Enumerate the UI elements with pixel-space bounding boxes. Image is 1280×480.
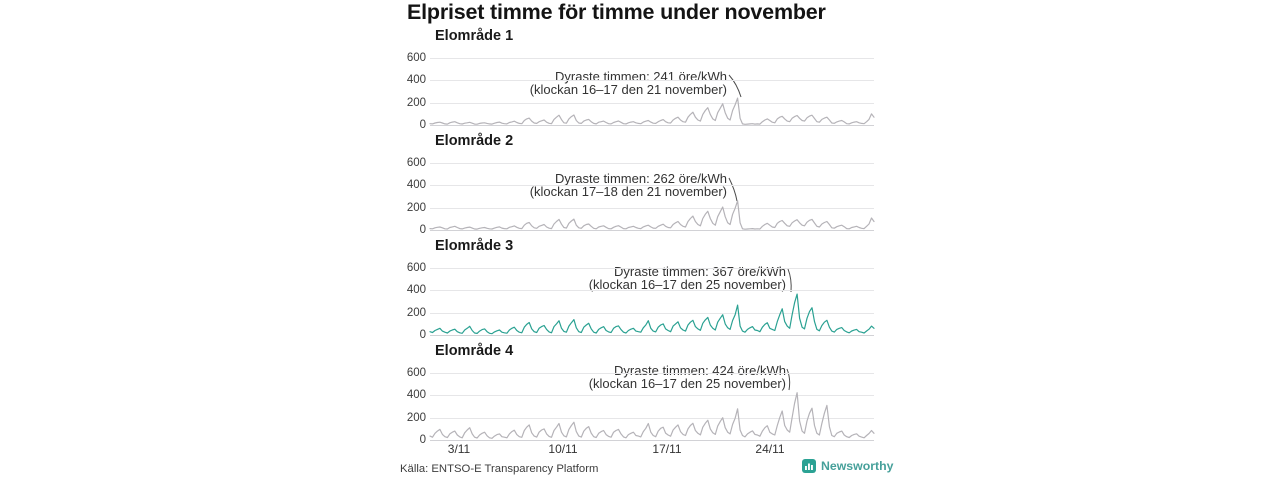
price-line	[429, 293, 875, 335]
y-axis-label: 600	[406, 367, 426, 379]
y-axis-label: 0	[419, 329, 426, 341]
y-axis-label: 200	[406, 202, 426, 214]
y-axis-label: 600	[406, 157, 426, 169]
baseline-gridline	[430, 230, 874, 231]
annotation-line-2: (klockan 17–18 den 21 november)	[529, 183, 727, 199]
newsworthy-brand: Newsworthy	[802, 459, 893, 473]
baseline-gridline	[430, 125, 874, 126]
gridline	[430, 80, 874, 81]
y-axis-label: 200	[406, 412, 426, 424]
y-axis-label: 200	[406, 307, 426, 319]
gridline	[430, 290, 874, 291]
gridline	[430, 58, 874, 59]
price-line	[429, 392, 875, 439]
annotation-line-2: (klockan 16–17 den 25 november)	[588, 375, 786, 391]
newsworthy-logo-icon	[802, 459, 816, 473]
annotation-line-1: Dyraste timmen: 262 öre/kWh	[555, 171, 727, 186]
gridline	[430, 373, 874, 374]
y-axis-label: 0	[419, 224, 426, 236]
source-credit: Källa: ENTSO-E Transparency Platform	[400, 463, 599, 475]
annotation-line-2: (klockan 16–17 den 21 november)	[529, 81, 727, 97]
peak-annotation-2: Dyraste timmen: 262 öre/kWh (klockan 17–…	[529, 171, 727, 199]
y-axis-label: 400	[406, 74, 426, 86]
price-line-chart	[429, 293, 875, 335]
gridline	[430, 163, 874, 164]
annotation-line-1: Dyraste timmen: 241 öre/kWh	[555, 69, 727, 84]
price-line	[429, 97, 875, 125]
gridline	[430, 185, 874, 186]
annotation-line-2: (klockan 16–17 den 25 november)	[588, 276, 786, 292]
y-axis-label: 200	[406, 97, 426, 109]
panel-title-elomrade-1: Elområde 1	[435, 28, 514, 44]
panel-title-elomrade-3: Elområde 3	[435, 238, 514, 254]
panel-title-elomrade-2: Elområde 2	[435, 133, 514, 149]
y-axis-label: 0	[419, 119, 426, 131]
y-axis-label: 600	[406, 262, 426, 274]
y-axis-label: 400	[406, 389, 426, 401]
x-tick-label: 10/11	[548, 442, 578, 456]
baseline-gridline	[430, 440, 874, 441]
x-tick-label: 24/11	[755, 442, 785, 456]
panel-title-elomrade-4: Elområde 4	[435, 343, 514, 359]
gridline	[430, 103, 874, 104]
baseline-gridline	[430, 335, 874, 336]
peak-annotation-1: Dyraste timmen: 241 öre/kWh (klockan 16–…	[529, 69, 727, 97]
gridline	[430, 208, 874, 209]
y-axis-label: 600	[406, 52, 426, 64]
price-line-chart	[429, 97, 875, 125]
chart-title: Elpriset timme för timme under november	[407, 0, 826, 24]
gridline	[430, 268, 874, 269]
gridline	[430, 395, 874, 396]
y-axis-label: 0	[419, 434, 426, 446]
gridline	[430, 418, 874, 419]
y-axis-label: 400	[406, 284, 426, 296]
y-axis-label: 400	[406, 179, 426, 191]
price-line	[429, 200, 875, 230]
price-line-chart	[429, 392, 875, 439]
price-line-chart	[429, 200, 875, 230]
gridline	[430, 313, 874, 314]
newsworthy-brand-name: Newsworthy	[821, 459, 894, 473]
x-tick-label: 17/11	[652, 442, 682, 456]
x-tick-label: 3/11	[447, 442, 471, 456]
